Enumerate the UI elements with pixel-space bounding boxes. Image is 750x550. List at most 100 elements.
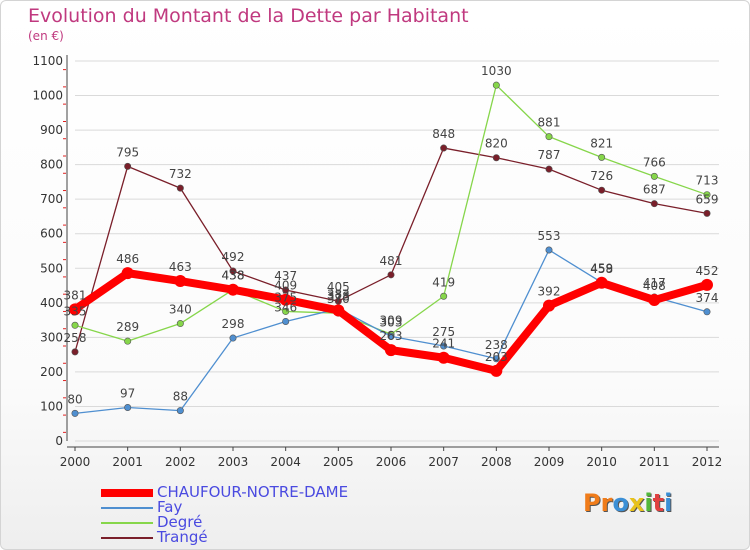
data-label: 437	[274, 269, 297, 283]
data-label: 370	[327, 292, 350, 306]
data-label: 713	[696, 174, 719, 188]
legend-swatch	[101, 488, 153, 497]
legend-item: Fay	[101, 500, 348, 515]
data-point	[492, 355, 500, 363]
y-tick-label: 300	[40, 330, 63, 344]
data-label: 486	[116, 252, 139, 266]
data-point	[703, 209, 711, 217]
data-label: 88	[173, 390, 188, 404]
data-point	[71, 321, 79, 329]
data-label: 459	[590, 261, 613, 275]
data-point	[227, 283, 239, 296]
data-point	[543, 299, 555, 312]
data-label: 481	[380, 254, 403, 268]
data-point	[282, 317, 290, 325]
data-point	[387, 271, 395, 279]
data-label: 241	[432, 337, 455, 351]
data-label: 203	[485, 350, 508, 364]
data-label: 766	[643, 155, 666, 169]
data-point	[176, 184, 184, 192]
y-tick-label: 400	[40, 296, 63, 310]
data-label: 821	[590, 136, 613, 150]
data-point	[69, 303, 81, 316]
data-label: 452	[696, 264, 719, 278]
data-label: 553	[538, 229, 561, 243]
x-tick-label: 2011	[639, 455, 670, 469]
data-point	[598, 186, 606, 194]
data-point	[124, 337, 132, 345]
data-label: 80	[67, 392, 82, 406]
legend-item: Degré	[101, 515, 348, 530]
data-label: 419	[432, 275, 455, 289]
data-point	[334, 297, 342, 305]
data-point	[490, 364, 503, 377]
data-point	[387, 332, 395, 340]
data-point	[492, 154, 500, 162]
data-label: 289	[116, 320, 139, 334]
x-tick-label: 2002	[165, 455, 196, 469]
data-point	[124, 162, 132, 170]
data-point	[703, 308, 711, 316]
data-point	[229, 267, 237, 275]
data-point	[703, 191, 711, 199]
x-tick-label: 2004	[270, 455, 301, 469]
legend-item: CHAUFOUR-NOTRE-DAME	[101, 485, 348, 500]
x-tick-label: 2000	[60, 455, 91, 469]
data-point	[124, 403, 132, 411]
data-point	[332, 304, 345, 317]
proxiti-logo: Proxiti	[583, 489, 673, 517]
legend-swatch	[101, 536, 153, 539]
data-label: 417	[643, 276, 666, 290]
y-tick-label: 1100	[32, 54, 63, 68]
data-label: 374	[696, 291, 719, 305]
data-label: 881	[538, 116, 561, 130]
data-label: 659	[696, 192, 719, 206]
x-tick-label: 2010	[586, 455, 617, 469]
x-tick-label: 2012	[692, 455, 723, 469]
data-point	[279, 293, 292, 306]
data-label: 438	[222, 269, 245, 283]
data-label: 820	[485, 137, 508, 151]
data-point	[176, 320, 184, 328]
data-point	[650, 172, 658, 180]
data-point	[437, 351, 450, 364]
data-label: 238	[485, 338, 508, 352]
data-point	[229, 334, 237, 342]
data-point	[440, 292, 448, 300]
y-tick-label: 100	[40, 399, 63, 413]
y-tick-label: 500	[40, 261, 63, 275]
data-point	[176, 407, 184, 415]
data-label: 381	[64, 288, 87, 302]
data-point	[71, 348, 79, 356]
y-tick-label: 900	[40, 123, 63, 137]
data-label: 405	[327, 280, 350, 294]
x-tick-label: 2006	[376, 455, 407, 469]
data-point	[701, 278, 713, 291]
data-point	[440, 342, 448, 350]
data-label: 346	[274, 300, 297, 314]
data-label: 303	[380, 315, 403, 329]
x-tick-label: 2009	[534, 455, 565, 469]
legend-label: Degré	[157, 513, 203, 531]
data-label: 97	[120, 386, 135, 400]
data-label: 726	[590, 169, 613, 183]
data-label: 463	[169, 260, 192, 274]
chart-title: Evolution du Montant de la Dette par Hab…	[28, 5, 469, 27]
data-label: 687	[643, 183, 666, 197]
data-point	[648, 294, 661, 307]
data-label: 392	[538, 285, 561, 299]
x-tick-label: 2008	[481, 455, 512, 469]
data-label: 335	[64, 304, 87, 318]
data-label: 409	[274, 279, 297, 293]
data-point	[545, 246, 553, 254]
data-point	[121, 267, 134, 280]
legend-label: CHAUFOUR-NOTRE-DAME	[157, 483, 349, 501]
legend-label: Trangé	[157, 528, 208, 546]
data-point	[440, 144, 448, 152]
x-tick-label: 2003	[218, 455, 249, 469]
data-label: 408	[643, 279, 666, 293]
legend-label: Fay	[157, 498, 183, 516]
data-point	[385, 344, 397, 357]
data-label: 795	[116, 145, 139, 159]
data-point	[492, 81, 500, 89]
